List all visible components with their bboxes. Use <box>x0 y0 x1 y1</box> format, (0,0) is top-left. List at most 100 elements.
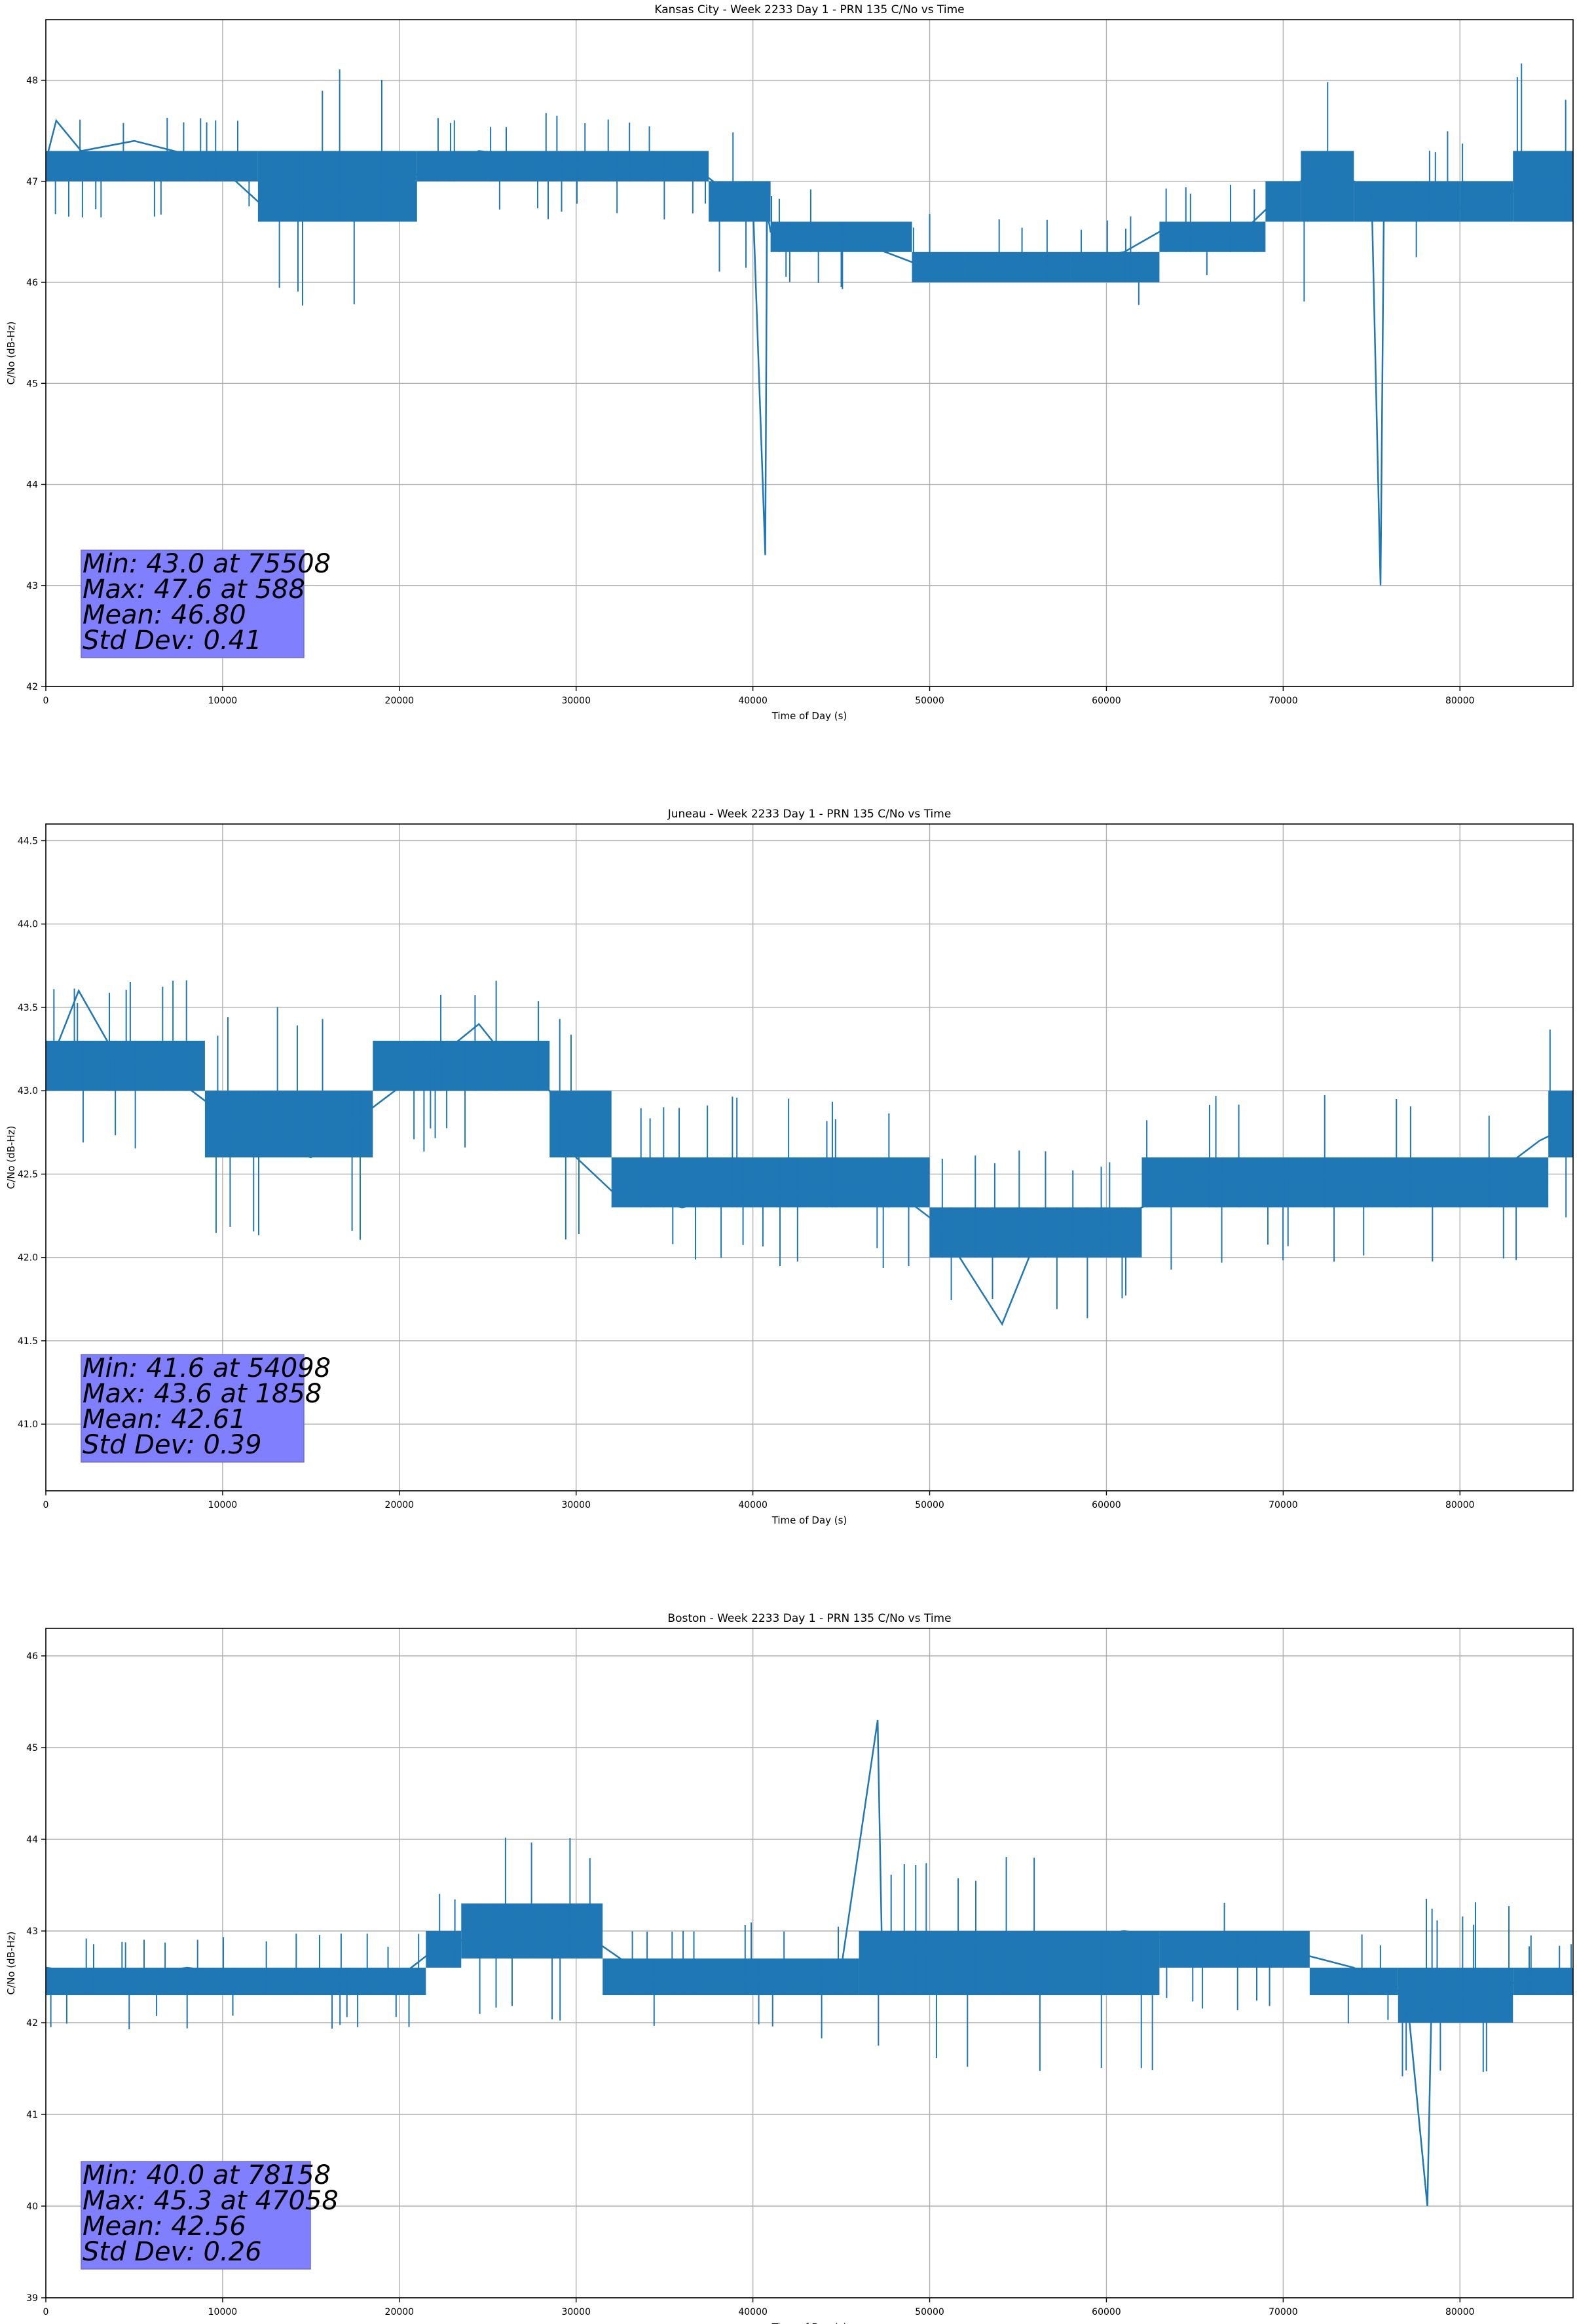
y-tick-label: 44.0 <box>18 920 38 930</box>
grid <box>46 1628 1573 2298</box>
x-tick-label: 50000 <box>915 696 944 706</box>
x-tick-label: 70000 <box>1269 696 1298 706</box>
axes-frame <box>45 19 1574 687</box>
chart-panel-2: 0 10000 20000 30000 40000 50000 60000 70000 8000… <box>5 808 1574 1526</box>
y-tick-label: 41 <box>26 2110 38 2120</box>
band-segment <box>1309 1968 1398 1995</box>
x-tick-label: 0 <box>43 1500 49 1510</box>
stats-line: Min: 43.0 at 75508 <box>83 549 331 579</box>
y-tick-label: 42.5 <box>18 1169 38 1180</box>
stats-line: Min: 40.0 at 78158 <box>83 2160 331 2190</box>
x-tick-label: 30000 <box>561 1500 591 1510</box>
chart-title: Juneau - Week 2233 Day 1 - PRN 135 C/No … <box>667 808 952 821</box>
x-tick-label: 20000 <box>385 2307 415 2317</box>
y-tick-label: 43.5 <box>18 1003 38 1013</box>
band-segment <box>1354 181 1460 222</box>
stats-line: Max: 45.3 at 47058 <box>83 2186 339 2216</box>
band-segment <box>1071 252 1160 283</box>
band-segment <box>426 1931 462 1968</box>
band-segment <box>373 1040 550 1091</box>
y-tick-label: 43 <box>26 1926 38 1937</box>
y-tick-label: 45 <box>26 379 38 389</box>
y-tick-label: 41.0 <box>18 1419 38 1430</box>
x-tick-label: 20000 <box>385 696 415 706</box>
x-tick-label: 50000 <box>915 2307 944 2317</box>
x-tick-label: 60000 <box>1092 696 1121 706</box>
series-line <box>46 63 1573 586</box>
band-segment <box>1548 1091 1573 1157</box>
x-tick-label: 40000 <box>738 1500 768 1510</box>
band-segment <box>709 181 771 222</box>
band-segment <box>611 1157 930 1208</box>
x-tick-label: 10000 <box>208 696 238 706</box>
x-tick-label: 60000 <box>1092 2307 1121 2317</box>
y-tick-label: 42.0 <box>18 1253 38 1264</box>
stats-line: Max: 47.6 at 588 <box>83 574 305 605</box>
stats-line: Mean: 46.80 <box>83 600 246 630</box>
band-segment <box>859 1931 1160 1995</box>
stats-line: Mean: 42.56 <box>83 2211 246 2241</box>
band-segment <box>929 1207 1142 1258</box>
x-tick-label: 40000 <box>738 696 768 706</box>
y-tick-label: 41.5 <box>18 1336 38 1347</box>
y-tick-label: 46 <box>26 1651 38 1662</box>
y-tick-label: 44.5 <box>18 836 38 846</box>
stats-box <box>81 1354 305 1463</box>
stats-line: Std Dev: 0.26 <box>83 2237 262 2267</box>
x-tick-label: 50000 <box>915 1500 944 1510</box>
x-axis-label: Time of Day (s) <box>771 2321 847 2324</box>
band-segment <box>46 1040 205 1091</box>
band-segment <box>1159 221 1266 252</box>
band-segment <box>965 252 1071 283</box>
x-tick-label: 0 <box>43 2307 49 2317</box>
x-tick-label: 80000 <box>1445 1500 1475 1510</box>
stats-box <box>81 550 305 658</box>
chart-panel-3: 0 10000 20000 30000 40000 50000 60000 70000 8000… <box>5 1612 1574 2324</box>
series-line <box>46 980 1573 1326</box>
stats-line: Max: 43.6 at 1858 <box>83 1379 322 1409</box>
series-line <box>46 1719 1573 2207</box>
y-axis-label: C/No (dB-Hz) <box>5 322 17 385</box>
stats-line: Min: 41.6 at 54098 <box>83 1353 331 1383</box>
y-tick-label: 48 <box>26 76 38 86</box>
band-segment <box>46 151 258 181</box>
x-tick-label: 70000 <box>1269 2307 1298 2317</box>
band-segment <box>1141 1157 1549 1208</box>
chart-title: Boston - Week 2233 Day 1 - PRN 135 C/No … <box>667 1612 951 1625</box>
y-tick-label: 45 <box>26 1743 38 1753</box>
x-tick-label: 80000 <box>1445 696 1475 706</box>
x-tick-label: 30000 <box>561 2307 591 2317</box>
y-tick-label: 46 <box>26 278 38 288</box>
y-tick-label: 42 <box>26 682 38 692</box>
series-polyline <box>46 988 1573 1326</box>
x-tick-label: 30000 <box>561 696 591 706</box>
series-polyline <box>46 1719 1573 2207</box>
chart-panel-1: 0 10000 20000 30000 40000 50000 60000 70000 8000… <box>5 3 1574 722</box>
axes-frame <box>45 823 1574 1491</box>
x-tick-label: 20000 <box>385 1500 415 1510</box>
y-axis-label: C/No (dB-Hz) <box>5 1126 17 1190</box>
band-segment <box>204 1091 373 1157</box>
y-tick-label: 43 <box>26 581 38 591</box>
x-tick-label: 10000 <box>208 2307 238 2317</box>
stats-box <box>81 2161 311 2270</box>
band-segment <box>257 151 417 222</box>
stats-line: Mean: 42.61 <box>83 1404 246 1434</box>
x-tick-label: 10000 <box>208 1500 238 1510</box>
axes-frame <box>45 1628 1574 2298</box>
stats-line: Std Dev: 0.39 <box>83 1430 262 1460</box>
x-axis-label: Time of Day (s) <box>771 710 847 722</box>
y-tick-label: 40 <box>26 2202 38 2212</box>
y-tick-label: 39 <box>26 2293 38 2304</box>
x-tick-label: 70000 <box>1269 1500 1298 1510</box>
y-tick-label: 44 <box>26 1835 38 1845</box>
x-axis-label: Time of Day (s) <box>771 1514 847 1526</box>
y-tick-label: 42 <box>26 2018 38 2029</box>
band-segment <box>1460 181 1513 222</box>
x-tick-label: 60000 <box>1092 1500 1121 1510</box>
band-segment <box>1513 1968 1573 1995</box>
band-segment <box>1265 181 1301 222</box>
y-axis-label: C/No (dB-Hz) <box>5 1932 17 1995</box>
x-tick-label: 80000 <box>1445 2307 1475 2317</box>
